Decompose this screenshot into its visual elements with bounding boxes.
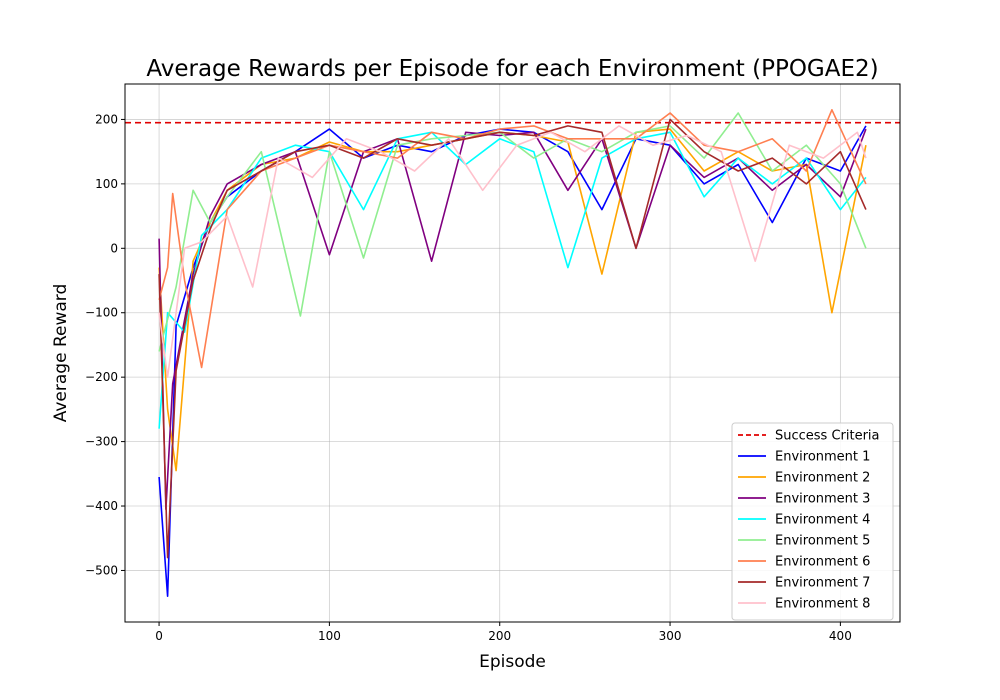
legend-box xyxy=(731,422,894,621)
x-tick-label: 400 xyxy=(829,629,852,643)
y-tick-label: 200 xyxy=(95,112,118,126)
y-tick-label: −100 xyxy=(85,306,118,320)
grid xyxy=(125,84,900,622)
legend-entry: Success Criteria xyxy=(775,429,880,444)
series-line-environment-4 xyxy=(158,131,867,429)
legend-entry: Environment 2 xyxy=(775,471,870,486)
y-tick-label: −400 xyxy=(85,499,118,513)
chart-title: Average Rewards per Episode for each Env… xyxy=(146,56,878,82)
legend-entry: Environment 8 xyxy=(775,597,870,612)
y-tick-label: −500 xyxy=(85,563,118,577)
series-layer xyxy=(158,109,867,598)
y-axis-label: Average Reward xyxy=(51,284,71,423)
x-tick-label: 100 xyxy=(318,629,341,643)
y-tick-label: 100 xyxy=(95,177,118,191)
ticks: 0 100 200 300 400 −500 −400 −300 −200 −100 0 100 200 xyxy=(85,112,852,643)
y-tick-label: 0 xyxy=(110,241,118,255)
series-line-environment-7 xyxy=(158,118,867,559)
legend-entry: Environment 5 xyxy=(775,534,870,549)
series-line-environment-8 xyxy=(158,125,867,379)
plot-frame xyxy=(124,83,901,623)
x-axis-label: Episode xyxy=(479,652,546,672)
series-line-environment-2 xyxy=(158,128,867,472)
y-tick-label: −200 xyxy=(85,370,118,384)
legend-entry: Environment 6 xyxy=(775,555,870,570)
legend-entry: Environment 7 xyxy=(775,576,870,591)
x-tick-label: 0 xyxy=(155,629,163,643)
legend-entry: Environment 3 xyxy=(775,492,870,507)
legend-entry: Environment 1 xyxy=(775,450,870,465)
x-tick-label: 300 xyxy=(659,629,682,643)
legend: Success Criteria Environment 1 Environment… xyxy=(731,422,894,621)
x-tick-label: 200 xyxy=(488,629,511,643)
y-tick-label: −300 xyxy=(85,435,118,449)
legend-entry: Environment 4 xyxy=(775,513,870,528)
series-line-environment-5 xyxy=(158,112,867,352)
